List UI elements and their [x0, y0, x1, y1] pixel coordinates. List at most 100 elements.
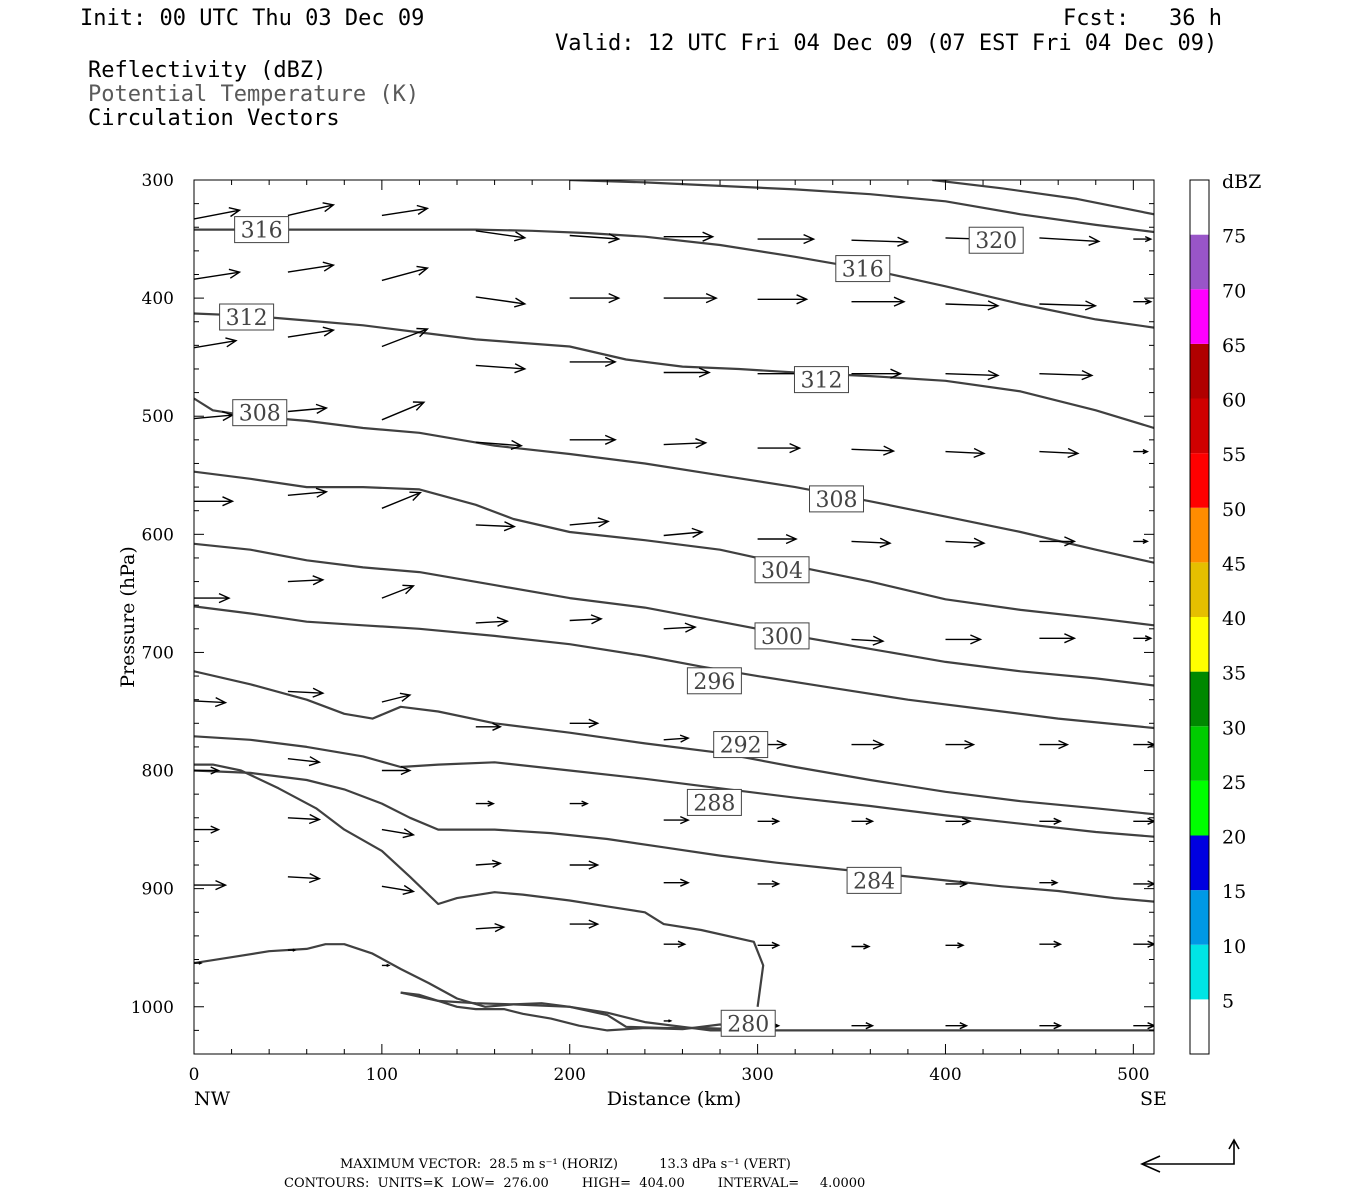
circulation-vectors	[194, 202, 1154, 1030]
vector-arrow	[381, 828, 416, 839]
contour-label: 296	[693, 670, 735, 695]
vector-arrow	[381, 584, 416, 599]
colorbar-tick-label: 20	[1222, 827, 1246, 849]
colorbar-segment	[1190, 835, 1209, 891]
vector-arrow	[569, 800, 589, 807]
vector-arrow	[945, 739, 976, 750]
vector-arrow	[194, 592, 231, 604]
colorbar-tick-label: 65	[1222, 335, 1246, 357]
contour-label-box	[232, 399, 288, 427]
colorbar-tick-label: 10	[1222, 936, 1246, 958]
vector-arrow	[1039, 235, 1101, 246]
vector-arrow	[569, 614, 603, 625]
vector-arrow	[287, 756, 322, 767]
vector-arrow	[194, 879, 228, 891]
colorbar-tick-label: 50	[1222, 499, 1246, 521]
contour-label: 308	[816, 488, 858, 513]
vector-arrow	[475, 859, 503, 868]
vector-arrow	[287, 872, 322, 884]
vector-arrow	[851, 236, 910, 247]
colorbar-segment	[1190, 617, 1209, 672]
x-tick-label: 200	[554, 1065, 586, 1085]
vector-arrow	[945, 1022, 969, 1030]
vector-arrow	[287, 261, 336, 273]
colorbar-tick-label: 30	[1222, 717, 1246, 739]
colorbar-tick-label: 15	[1222, 881, 1246, 903]
vector-arrow	[1039, 940, 1063, 948]
vector-arrow	[569, 517, 610, 528]
vector-arrow	[1133, 449, 1150, 455]
vector-arrow	[381, 491, 422, 509]
contour-304	[194, 470, 1154, 627]
vector-arrow	[851, 943, 871, 950]
contour-300	[194, 542, 1154, 687]
vector-arrow	[851, 817, 875, 825]
vector-arrow	[663, 367, 711, 378]
axes: 300 400 500 600 700 800 900 1000 0 100 200 300 400 50…	[131, 171, 1154, 1085]
reference-vector-icon	[1140, 1138, 1240, 1173]
contour-label: 288	[693, 791, 735, 816]
vector-arrow	[1039, 879, 1059, 886]
colorbar-tick-label: 45	[1222, 553, 1246, 575]
vector-arrow	[663, 1019, 673, 1023]
colorbar-tick-label: 75	[1222, 226, 1246, 248]
vector-arrow	[194, 496, 235, 507]
x-axis-label: Distance (km)	[607, 1088, 742, 1110]
vector-arrow	[851, 739, 885, 750]
contour-280	[194, 943, 731, 1032]
vector-arrow	[851, 296, 906, 307]
vector-arrow	[757, 294, 809, 305]
colorbar-frame	[1189, 179, 1210, 1055]
x-end-label-se: SE	[1140, 1088, 1167, 1110]
contour-280b	[400, 991, 1154, 1032]
plot-frame	[193, 179, 1155, 1055]
vector-arrow	[851, 537, 892, 548]
y-tick-label: 300	[142, 171, 174, 191]
vector-arrow	[475, 230, 527, 242]
vector-arrow	[945, 447, 986, 459]
vector-arrow	[569, 718, 600, 728]
colorbar-label: dBZ	[1222, 171, 1261, 193]
colorbar-segment	[1190, 398, 1209, 454]
x-tick-label: 400	[929, 1065, 961, 1085]
vector-arrow	[287, 575, 325, 586]
vector-arrow	[381, 692, 412, 703]
x-tick-label: 100	[366, 1065, 398, 1085]
x-tick-label: 300	[741, 1065, 773, 1085]
vector-arrow	[1039, 447, 1080, 459]
vector-arrow	[851, 368, 903, 379]
vector-arrow	[1039, 536, 1077, 547]
vector-arrow	[1133, 1022, 1154, 1030]
vector-arrow	[757, 233, 816, 245]
vector-arrow	[663, 940, 687, 948]
forecast-hour: Fcst: 36 h	[1063, 6, 1222, 31]
vector-arrow	[475, 722, 503, 731]
contour-info-note: CONTOURS: UNITS=K LOW= 276.00 HIGH= 404.…	[284, 1176, 866, 1191]
vector-arrow	[663, 292, 718, 304]
vector-arrow	[381, 265, 430, 282]
valid-time: Valid: 12 UTC Fri 04 Dec 09 (07 EST Fri …	[555, 31, 1218, 56]
vector-arrow	[287, 813, 322, 825]
vector-arrow	[381, 327, 430, 348]
colorbar-segment	[1190, 999, 1209, 1054]
field-potential-temperature: Potential Temperature (K)	[88, 82, 420, 107]
colorbar-segment	[1190, 890, 1209, 945]
vector-arrow	[287, 687, 325, 698]
init-time: Init: 00 UTC Thu 03 Dec 09	[80, 6, 425, 31]
x-end-label-nw: NW	[194, 1088, 231, 1110]
vector-arrow	[287, 948, 297, 952]
vector-arrow	[1133, 298, 1153, 305]
y-tick-label: 800	[142, 762, 174, 782]
field-reflectivity: Reflectivity (dBZ)	[88, 58, 327, 83]
colorbar-segment	[1190, 234, 1209, 290]
vector-arrow	[475, 363, 527, 374]
colorbar-segment	[1190, 289, 1209, 344]
field-circulation-vectors: Circulation Vectors	[88, 106, 340, 131]
vector-arrow	[194, 961, 203, 965]
colorbar-tick-label: 55	[1222, 444, 1246, 466]
contour-292	[194, 670, 1154, 816]
contour-label: 280	[727, 1012, 769, 1037]
vector-arrow	[1133, 940, 1154, 948]
vector-arrow	[194, 268, 242, 280]
